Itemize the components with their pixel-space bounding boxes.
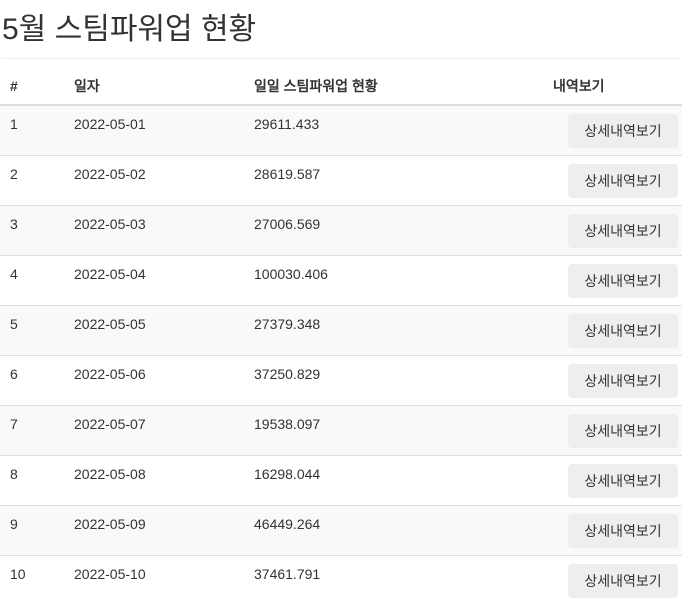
table-row: 2 2022-05-02 28619.587 상세내역보기	[0, 154, 682, 205]
row-value: 100030.406	[244, 254, 543, 305]
row-no: 3	[0, 204, 64, 255]
powerup-table: # 일자 일일 스팀파워업 현황 내역보기 1 2022-05-01 29611.4…	[0, 68, 682, 605]
row-date: 2022-05-07	[64, 404, 244, 455]
detail-button[interactable]: 상세내역보기	[568, 363, 678, 398]
detail-button[interactable]: 상세내역보기	[568, 213, 678, 248]
row-value: 28619.587	[244, 154, 543, 205]
row-action-cell: 상세내역보기	[543, 404, 682, 455]
header-no: #	[0, 68, 64, 106]
row-no: 8	[0, 454, 64, 505]
row-date: 2022-05-09	[64, 504, 244, 555]
table-header-row: # 일자 일일 스팀파워업 현황 내역보기	[0, 68, 682, 106]
table-row: 6 2022-05-06 37250.829 상세내역보기	[0, 354, 682, 405]
row-action-cell: 상세내역보기	[543, 354, 682, 405]
detail-button[interactable]: 상세내역보기	[568, 114, 678, 148]
detail-button[interactable]: 상세내역보기	[568, 163, 678, 198]
header-details: 내역보기	[543, 68, 682, 106]
row-date: 2022-05-03	[64, 204, 244, 255]
header-value: 일일 스팀파워업 현황	[244, 68, 543, 106]
detail-button[interactable]: 상세내역보기	[568, 463, 678, 498]
page-title: 5월 스팀파워업 현황	[2, 13, 257, 46]
row-value: 27006.569	[244, 204, 543, 255]
row-action-cell: 상세내역보기	[543, 454, 682, 505]
row-no: 9	[0, 504, 64, 555]
row-value: 37250.829	[244, 354, 543, 405]
detail-button[interactable]: 상세내역보기	[568, 263, 678, 298]
table-row: 7 2022-05-07 19538.097 상세내역보기	[0, 404, 682, 455]
row-date: 2022-05-02	[64, 154, 244, 205]
row-value: 37461.791	[244, 554, 543, 605]
row-no: 4	[0, 254, 64, 305]
row-date: 2022-05-01	[64, 104, 244, 155]
table-row: 3 2022-05-03 27006.569 상세내역보기	[0, 204, 682, 255]
divider	[2, 58, 682, 59]
row-value: 27379.348	[244, 304, 543, 355]
row-action-cell: 상세내역보기	[543, 254, 682, 305]
detail-button[interactable]: 상세내역보기	[568, 313, 678, 348]
detail-button[interactable]: 상세내역보기	[568, 513, 678, 548]
row-action-cell: 상세내역보기	[543, 504, 682, 555]
row-value: 16298.044	[244, 454, 543, 505]
row-action-cell: 상세내역보기	[543, 154, 682, 205]
row-value: 29611.433	[244, 104, 543, 155]
row-value: 19538.097	[244, 404, 543, 455]
row-date: 2022-05-06	[64, 354, 244, 405]
row-no: 1	[0, 104, 64, 155]
table-row: 4 2022-05-04 100030.406 상세내역보기	[0, 254, 682, 305]
row-action-cell: 상세내역보기	[543, 104, 682, 155]
table-row: 8 2022-05-08 16298.044 상세내역보기	[0, 454, 682, 505]
row-action-cell: 상세내역보기	[543, 204, 682, 255]
table-row: 9 2022-05-09 46449.264 상세내역보기	[0, 504, 682, 555]
row-date: 2022-05-10	[64, 554, 244, 605]
header-date: 일자	[64, 68, 244, 106]
row-date: 2022-05-08	[64, 454, 244, 505]
row-no: 7	[0, 404, 64, 455]
table-row: 10 2022-05-10 37461.791 상세내역보기	[0, 554, 682, 605]
row-date: 2022-05-05	[64, 304, 244, 355]
row-date: 2022-05-04	[64, 254, 244, 305]
row-no: 10	[0, 554, 64, 605]
detail-button[interactable]: 상세내역보기	[568, 413, 678, 448]
table-row: 5 2022-05-05 27379.348 상세내역보기	[0, 304, 682, 355]
row-value: 46449.264	[244, 504, 543, 555]
row-no: 5	[0, 304, 64, 355]
row-no: 6	[0, 354, 64, 405]
detail-button[interactable]: 상세내역보기	[568, 563, 678, 598]
row-action-cell: 상세내역보기	[543, 304, 682, 355]
row-action-cell: 상세내역보기	[543, 554, 682, 605]
row-no: 2	[0, 154, 64, 205]
table-row: 1 2022-05-01 29611.433 상세내역보기	[0, 104, 682, 155]
